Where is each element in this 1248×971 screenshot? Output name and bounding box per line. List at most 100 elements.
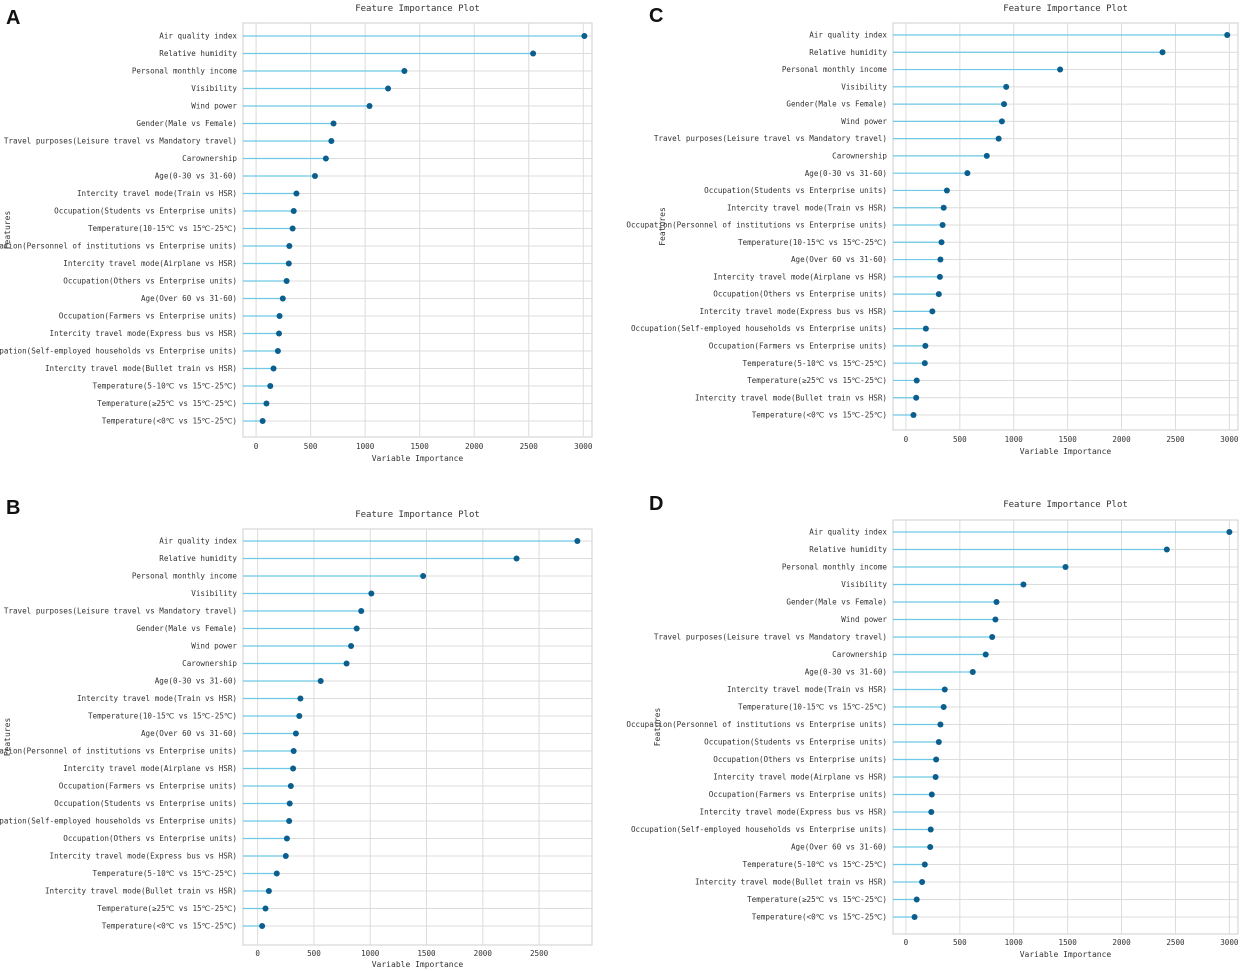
feature-label: Temperature(5-10℃ vs 15℃-25℃) [743,860,887,869]
x-tick-label: 3000 [1220,435,1239,444]
x-tick-label: 2000 [465,442,484,451]
feature-label: Air quality index [159,537,237,546]
feature-label: Gender(Male vs Female) [786,100,887,109]
lollipop-point [969,669,976,675]
lollipop-point [927,844,934,850]
feature-label: Occupation(Farmers vs Enterprise units) [709,342,887,351]
feature-label: Intercity travel mode(Bullet train vs HS… [45,887,237,896]
lollipop-point [1001,101,1008,108]
feature-label: Occupation(Personnel of institutions vs … [0,242,237,251]
feature-label: Personal monthly income [782,65,888,74]
feature-label: Occupation(Students vs Enterprise units) [704,186,887,195]
panel-d: D Feature Importance Plot 0 500 1000 1500 2000… [626,493,1239,959]
panel-b: B Feature Importance Plot 0 500 1000 1500 2000… [0,497,593,969]
lollipop-point [296,713,303,719]
feature-label: Occupation(Self-employed households vs E… [631,324,887,333]
feature-label: Occupation(Students vs Enterprise units) [54,207,237,216]
lollipop-point [297,695,304,702]
plot-area [892,519,1239,935]
feature-label: Air quality index [809,528,887,537]
feature-label: Occupation(Personnel of institutions vs … [626,720,887,729]
x-tick-label: 2000 [474,949,493,958]
lollipop-point [935,739,942,745]
feature-label: Temperature(<0℃ vs 15℃-25℃) [102,417,237,426]
x-tick-label: 1000 [361,949,380,958]
lollipop-point [328,138,335,144]
feature-label: Intercity travel mode(Airplane vs HSR) [713,773,887,782]
x-tick-label: 1500 [1059,435,1078,444]
x-tick-label: 3000 [1220,938,1239,947]
x-tick-label: 2500 [1166,435,1185,444]
lollipop-point [932,774,939,780]
lollipop-point [995,135,1002,142]
feature-label: Carownership [832,152,887,161]
x-tick-label: 1000 [1005,938,1024,947]
feature-label: Temperature(5-10℃ vs 15℃-25℃) [93,869,237,878]
x-tick-label: 1500 [417,949,436,958]
x-tick-label: 0 [904,435,909,444]
lollipop-point [322,155,329,162]
feature-label: Gender(Male vs Female) [136,624,237,633]
feature-label: Gender(Male vs Female) [136,119,237,128]
lollipop-point [1003,83,1010,90]
feature-label: Travel purposes(Leisure travel vs Mandat… [4,607,237,616]
feature-label: Occupation(Students vs Enterprise units) [704,738,887,747]
lollipop-point [1159,49,1166,56]
feature-label: Air quality index [159,32,237,41]
feature-label: Occupation(Farmers vs Enterprise units) [59,782,237,791]
lollipop-point [993,599,1000,605]
lollipop-point [921,861,928,868]
lollipop-point [343,660,350,667]
lollipop-point [263,400,270,407]
lollipop-point [939,222,946,228]
lollipop-point [262,905,269,912]
lollipop-point [358,608,365,614]
lollipop-point [401,68,408,74]
feature-label: Carownership [182,659,237,668]
x-tick-label: 500 [304,442,318,451]
lollipop-point [275,330,282,337]
feature-label: Travel purposes(Leisure travel vs Mandat… [654,134,887,143]
feature-label: Intercity travel mode(Express bus vs HSR… [700,307,887,316]
lollipop-point [913,896,920,903]
lollipop-point [919,879,926,885]
plot-area [242,22,593,438]
lollipop-point [581,33,588,39]
feature-label: Intercity travel mode(Train vs HSR) [77,694,237,703]
lollipop-point [1226,529,1233,535]
y-axis-title: Features [658,207,667,246]
feature-label: Personal monthly income [132,67,238,76]
x-tick-label: 2000 [1112,435,1131,444]
feature-label: Temperature(10-15℃ vs 15℃-25℃) [88,224,237,233]
feature-label: Carownership [182,154,237,163]
x-tick-label: 500 [307,949,321,958]
lollipop-point [922,342,929,349]
lollipop-point [513,555,520,562]
lollipop-point [348,643,355,649]
feature-label: Occupation(Farmers vs Enterprise units) [59,312,237,321]
chart-title: Feature Importance Plot [355,510,480,520]
lollipop-point [317,678,324,684]
feature-label: Temperature(≥25℃ vs 15℃-25℃) [97,904,237,913]
x-tick-label: 3000 [574,442,593,451]
lollipop-point [265,888,272,894]
lollipop-point [910,412,917,418]
feature-label: Air quality index [809,31,887,40]
x-tick-label: 1500 [411,442,430,451]
lollipop-point [933,756,940,763]
feature-label: Intercity travel mode(Train vs HSR) [727,203,887,212]
lollipop-point [292,730,299,737]
lollipop-point [273,870,280,877]
lollipop-point [928,791,935,798]
feature-label: Personal monthly income [782,563,888,572]
lollipop-point [936,273,943,280]
lollipop-point [928,809,935,815]
lollipop-point [286,243,293,249]
feature-label: Wind power [191,102,237,111]
lollipop-point [929,308,936,315]
feature-label: Wind power [841,615,887,624]
x-tick-label: 2500 [1166,938,1185,947]
lollipop-point [286,818,293,824]
feature-label: Intercity travel mode(Express bus vs HSR… [700,808,887,817]
x-tick-label: 500 [953,435,967,444]
